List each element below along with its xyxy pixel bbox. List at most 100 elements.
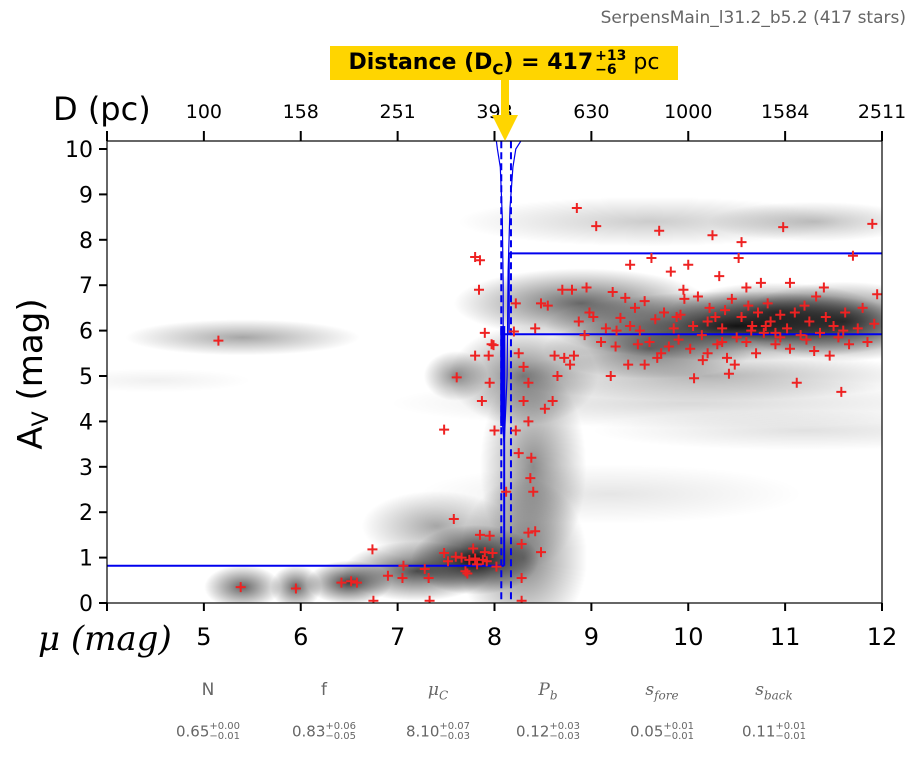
star-marker	[481, 556, 492, 567]
param-value: 0.11 +0.01 −0.01	[741, 721, 807, 742]
star-marker	[775, 309, 786, 320]
star-marker	[683, 259, 694, 270]
star-marker	[755, 277, 766, 288]
density-blob	[125, 319, 360, 356]
star-marker	[615, 312, 626, 323]
star-marker	[704, 302, 715, 313]
star-marker	[869, 318, 880, 329]
star-marker	[491, 561, 502, 572]
star-marker	[820, 311, 831, 322]
density-blob	[107, 368, 252, 393]
y-axis-label: AV (mag)	[11, 298, 54, 449]
x-tick-label: 8	[487, 623, 502, 651]
top-tick-label: 251	[379, 101, 415, 123]
star-marker	[795, 330, 806, 341]
x-tick-label: 6	[293, 623, 308, 651]
star-marker	[652, 352, 663, 363]
star-marker	[770, 339, 781, 350]
density-blob	[204, 565, 281, 603]
star-marker	[746, 325, 757, 336]
star-marker	[213, 335, 224, 346]
star-marker	[368, 595, 379, 603]
star-marker	[714, 271, 725, 282]
star-marker	[526, 452, 537, 463]
y-tick-label: 2	[79, 501, 93, 526]
star-marker	[697, 355, 708, 366]
star-marker	[824, 350, 835, 361]
top-tick-label: 1584	[761, 101, 809, 123]
star-marker	[423, 573, 434, 584]
star-marker	[760, 321, 771, 332]
star-marker	[464, 554, 475, 565]
star-marker	[439, 424, 450, 435]
param-value: 0.83 +0.06 −0.05	[291, 721, 357, 742]
param-value: 0.05 +0.01 −0.01	[629, 721, 695, 742]
star-marker	[857, 302, 868, 313]
star-marker	[607, 287, 618, 298]
star-marker	[758, 327, 769, 338]
distance-label: Distance (D	[348, 50, 493, 75]
star-marker	[639, 359, 650, 370]
star-marker	[516, 595, 527, 603]
star-marker	[474, 284, 484, 295]
star-marker	[778, 222, 789, 233]
star-marker	[751, 348, 762, 359]
star-marker	[476, 395, 487, 406]
y-tick-label: 3	[79, 456, 93, 481]
star-marker	[552, 371, 563, 381]
star-marker	[811, 291, 822, 302]
star-marker	[439, 548, 450, 559]
top-tick-label: 1000	[664, 101, 712, 123]
star-marker	[723, 368, 734, 379]
star-marker	[828, 321, 839, 332]
star-marker	[571, 203, 582, 214]
histogram-peak	[500, 326, 506, 426]
star-marker	[479, 327, 490, 338]
param-name: f	[321, 680, 327, 700]
star-marker	[665, 266, 676, 277]
distance-annotation: Distance (DC) = 417 +13 −6 pc	[330, 46, 678, 80]
star-marker	[484, 530, 495, 541]
star-marker	[679, 293, 690, 304]
star-marker	[671, 311, 682, 322]
star-marker	[852, 323, 863, 334]
star-marker	[513, 448, 524, 459]
star-marker	[487, 548, 498, 559]
top-tick-label: 2511	[858, 101, 906, 123]
star-marker	[696, 330, 707, 341]
star-marker	[717, 323, 728, 334]
star-marker	[549, 350, 560, 361]
y-tick-label: 0	[79, 592, 93, 617]
star-marker	[801, 334, 812, 345]
star-marker	[789, 307, 800, 318]
star-marker	[596, 336, 607, 347]
star-marker	[611, 325, 622, 336]
star-marker	[573, 316, 584, 327]
density-blob	[707, 201, 882, 242]
star-marker	[591, 221, 602, 232]
star-marker	[536, 547, 546, 558]
param-value: 0.12 +0.03 −0.03	[515, 721, 581, 742]
y-tick-label: 5	[79, 365, 93, 390]
star-marker	[867, 218, 878, 229]
star-marker	[634, 325, 645, 336]
y-tick-label: 4	[79, 410, 93, 435]
star-marker	[530, 323, 541, 334]
star-marker	[840, 307, 851, 318]
distance-sub: C	[492, 60, 504, 79]
star-marker	[833, 332, 844, 343]
star-marker	[518, 361, 529, 372]
parameter-table: N 0.65 +0.00 −0.01 f 0.83 +0.06 −0.05 μC 8.1…	[0, 676, 918, 756]
distance-minus: −6	[595, 62, 617, 78]
star-marker	[736, 311, 747, 322]
star-marker	[525, 473, 536, 484]
star-marker	[836, 386, 847, 397]
chart-subtitle: SerpensMain_l31.2_b5.2 (417 stars)	[600, 8, 906, 28]
star-marker	[547, 395, 558, 406]
top-axis-label: D (pc)	[53, 90, 151, 128]
top-tick-label: 100	[186, 101, 222, 123]
x-tick-label: 7	[390, 623, 405, 651]
density-blob	[494, 351, 882, 401]
y-tick-label: 6	[79, 320, 93, 345]
star-marker	[844, 339, 855, 350]
